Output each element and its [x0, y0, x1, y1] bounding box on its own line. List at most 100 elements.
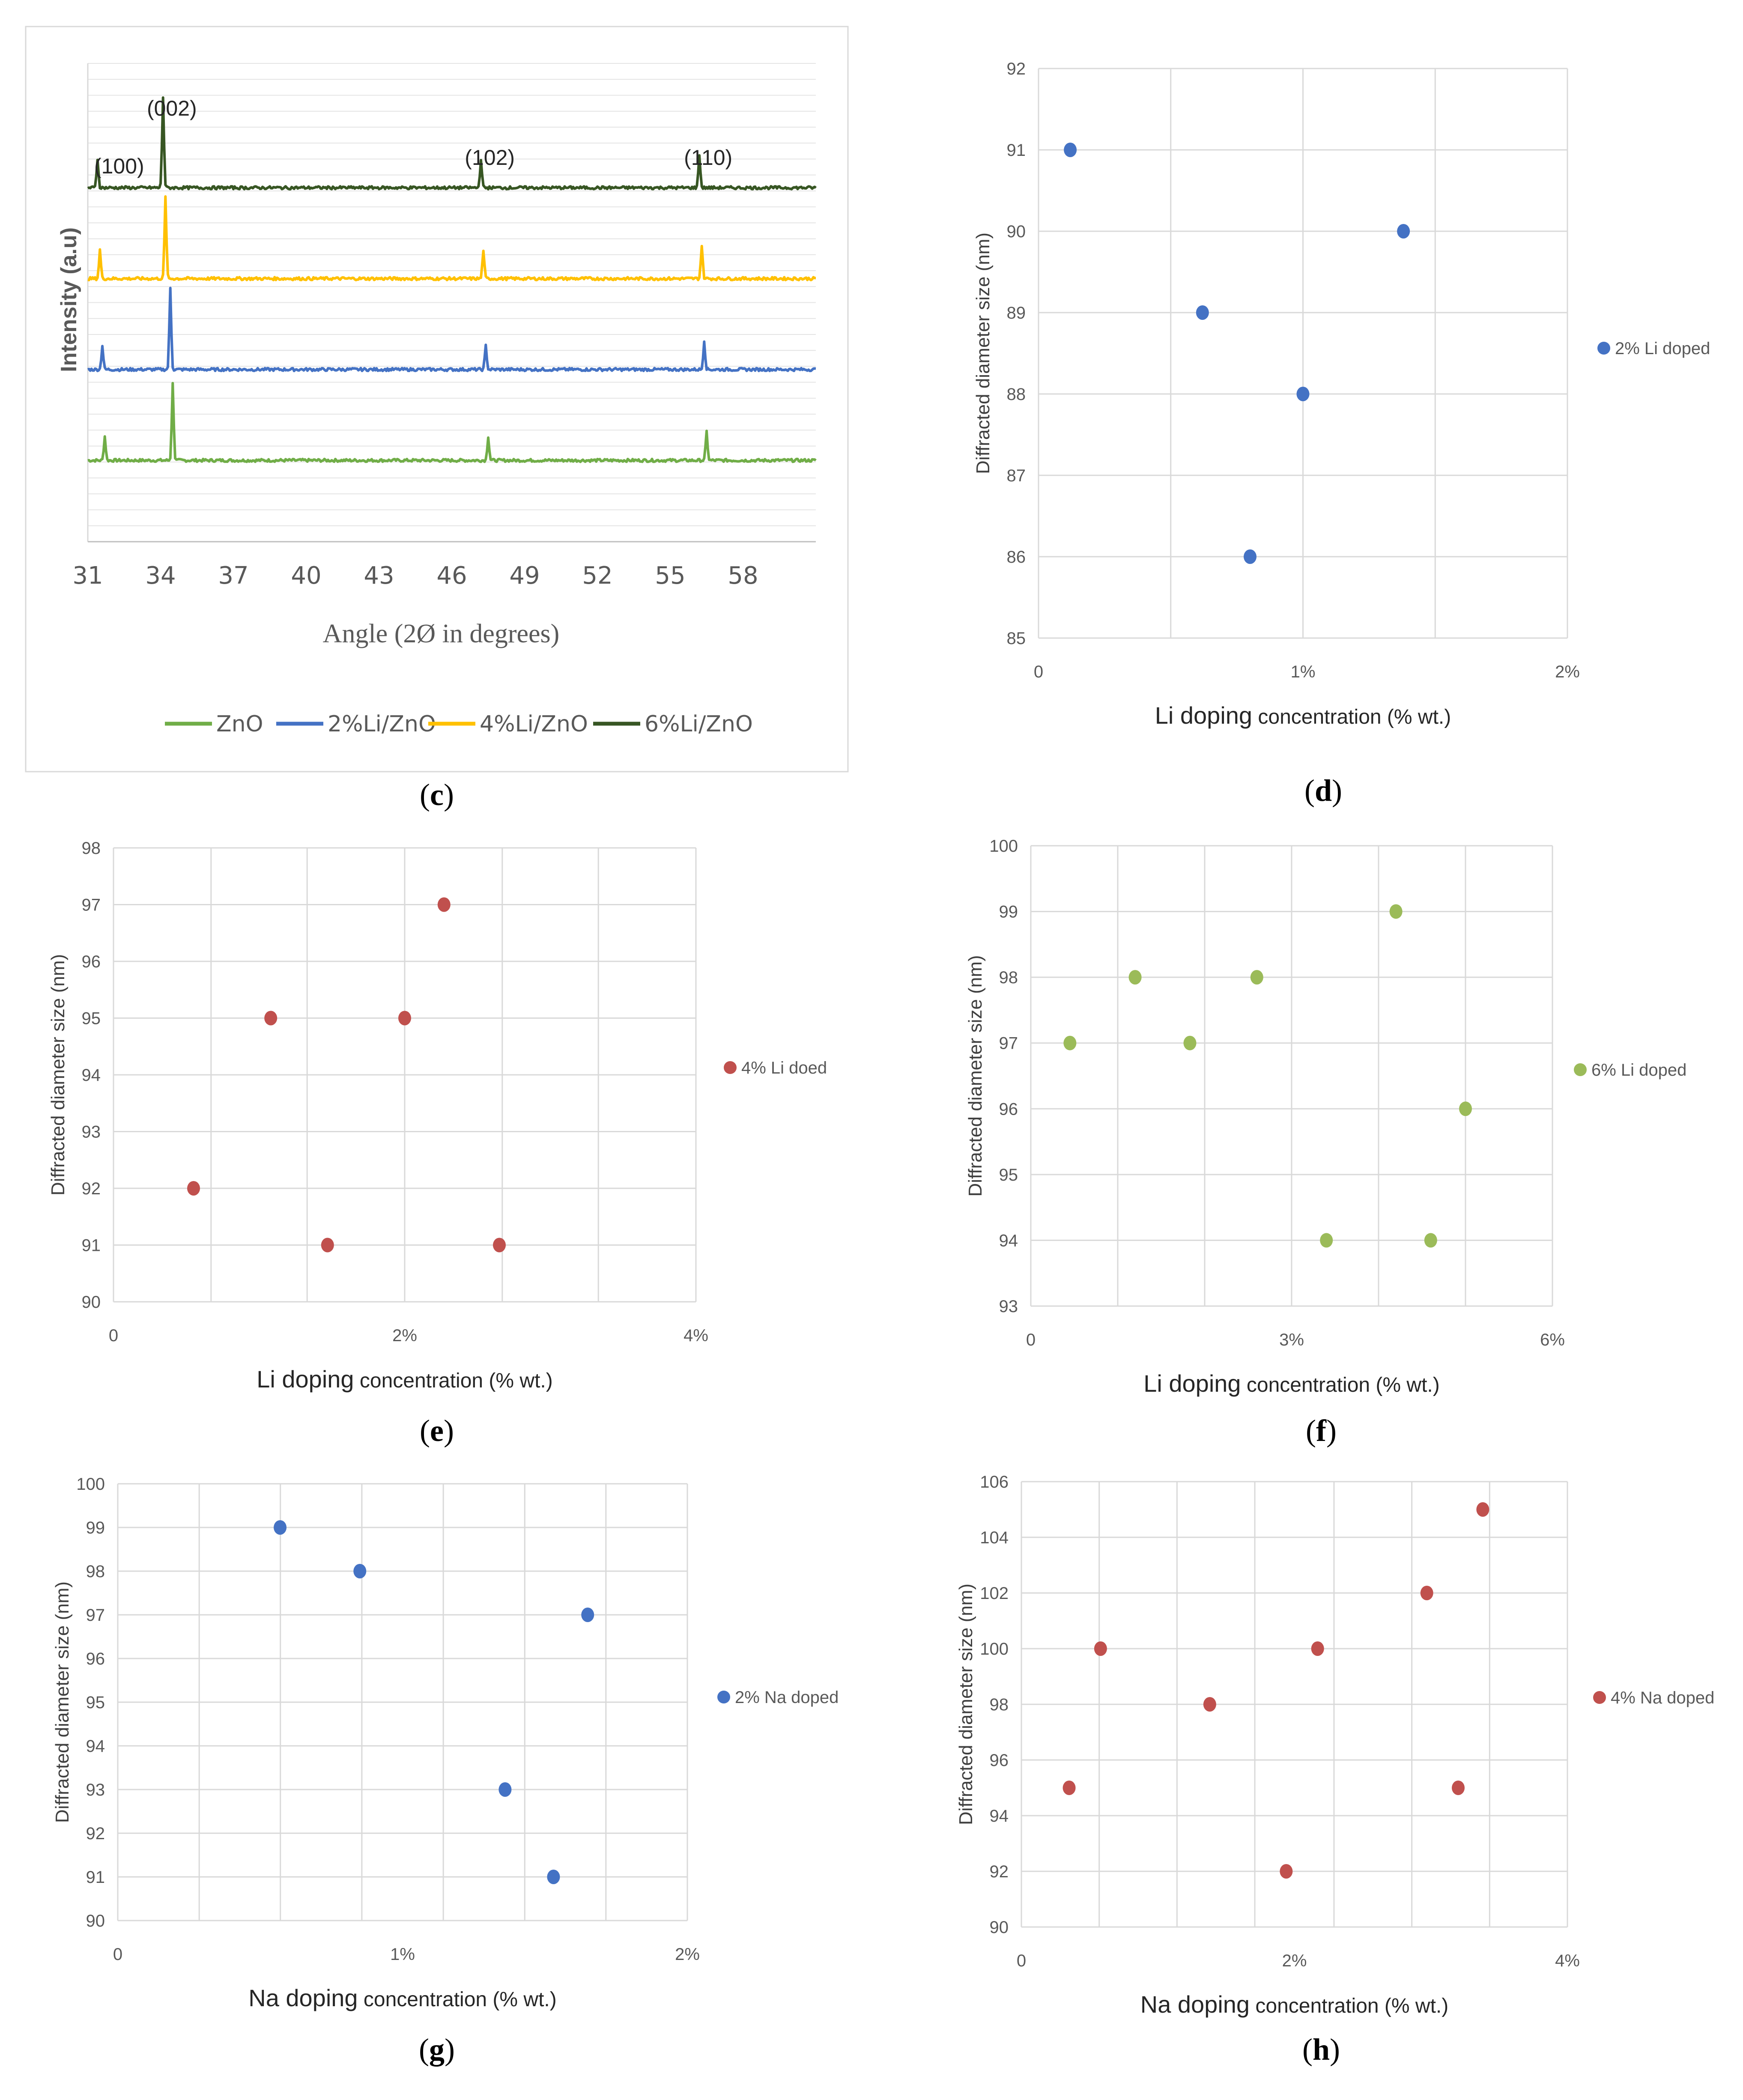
peak-label: (110): [684, 146, 732, 170]
data-point: [493, 1238, 506, 1253]
y-tick-label: 87: [1007, 466, 1026, 485]
caption-open: (: [1302, 2032, 1313, 2067]
chart-panel-c: 31 34 37 40 43 46 49 52 55 58 Angle (2Ø in degrees…: [25, 26, 849, 773]
y-tick-label: 97: [999, 1034, 1018, 1053]
data-point: [1063, 1781, 1076, 1795]
y-axis-title: Diffracted diameter size (nm): [973, 233, 994, 474]
data-point: [187, 1181, 200, 1196]
y-tick-label: 93: [999, 1297, 1018, 1316]
x-axis-title: Angle (2Ø in degrees): [323, 619, 560, 648]
y-tick-label: 92: [86, 1824, 105, 1843]
caption-close: ): [445, 2032, 455, 2067]
panel-caption: (e): [420, 1414, 454, 1448]
chart-panel-f: 93 94 95 96 97 98 99 100 0 3% 6% Diffracted diamete…: [965, 837, 1686, 1397]
data-point: [1311, 1641, 1324, 1656]
data-point: [1420, 1586, 1433, 1600]
y-tick-label: 100: [989, 837, 1018, 856]
data-point: [1094, 1641, 1107, 1656]
data-point: [264, 1011, 278, 1026]
x-axis-title-main: Na doping: [1140, 1991, 1250, 2018]
data-point: [1476, 1502, 1489, 1517]
series-line: [87, 195, 816, 281]
y-tick-label: 92: [1007, 60, 1026, 78]
y-tick-label: 102: [980, 1584, 1009, 1603]
y-tick-label: 94: [82, 1066, 101, 1085]
data-point: [274, 1520, 287, 1535]
series-line: [87, 382, 817, 463]
panel-caption: (f): [1306, 1414, 1337, 1448]
x-tick-label: 2%: [392, 1326, 417, 1345]
data-point: [353, 1564, 367, 1578]
x-tick-label: 4%: [1555, 1951, 1580, 1970]
y-tick-label: 100: [980, 1640, 1009, 1659]
caption-open: (: [1306, 1414, 1316, 1448]
y-tick-label: 93: [82, 1123, 101, 1142]
x-tick-label: 2%: [1555, 662, 1580, 681]
caption-open: (: [420, 778, 430, 812]
x-tick-label: 1%: [390, 1945, 415, 1964]
caption-letter: h: [1313, 2032, 1330, 2067]
x-axis-title-rest: concentration (% wt.): [358, 1988, 557, 2011]
legend-label: 4% Na doped: [1611, 1688, 1714, 1707]
y-tick-label: 94: [990, 1807, 1009, 1826]
data-point: [1196, 305, 1209, 320]
data-point: [1203, 1697, 1216, 1712]
data-point: [1397, 224, 1410, 239]
data-point: [1183, 1035, 1197, 1050]
y-tick-label: 91: [1007, 141, 1026, 160]
series-line: [87, 286, 816, 373]
y-tick-label: 85: [1007, 629, 1026, 648]
y-tick-label: 98: [990, 1695, 1009, 1714]
caption-open: (: [419, 2032, 429, 2067]
y-tick-label: 98: [999, 968, 1018, 987]
y-tick-label: 97: [86, 1606, 105, 1625]
chart-panel-e: 90 91 92 93 94 95 96 97 98 0 2% 4% Diffracted diamet…: [48, 839, 827, 1393]
x-axis-title: Li doping concentration (% wt.): [1143, 1370, 1440, 1397]
caption-close: ): [1326, 1414, 1337, 1448]
x-tick-label: 31: [72, 562, 103, 590]
x-axis-title-main: Li doping: [1143, 1370, 1241, 1397]
caption-letter: e: [430, 1414, 444, 1448]
x-tick-label: 4%: [683, 1326, 708, 1345]
data-point: [1459, 1101, 1472, 1116]
data-point: [1424, 1233, 1437, 1248]
data-point: [1064, 143, 1077, 157]
y-tick-label: 91: [86, 1868, 105, 1887]
legend-marker: [1597, 342, 1610, 355]
data-point: [1452, 1781, 1465, 1795]
data-point: [321, 1238, 334, 1253]
y-tick-label: 90: [1007, 222, 1026, 241]
y-tick-label: 91: [82, 1236, 101, 1255]
y-tick-label: 88: [1007, 385, 1026, 404]
x-tick-label: 1%: [1291, 662, 1316, 681]
y-tick-label: 90: [990, 1918, 1009, 1937]
legend-label: 4% Li doed: [741, 1059, 827, 1077]
chart-panel-g: 90 91 92 93 94 95 96 97 98 99 100 0 1% 2% Diffracted d…: [52, 1475, 839, 2011]
x-tick-label: 0: [1026, 1330, 1036, 1349]
legend-label: 6% Li doped: [1591, 1061, 1686, 1080]
x-axis-title-rest: concentration (% wt.): [1252, 706, 1451, 728]
x-tick-label: 2%: [675, 1945, 700, 1964]
peak-label: (102): [465, 146, 515, 170]
x-axis-title-rest: concentration (% wt.): [1250, 1995, 1448, 2017]
chart-border: [25, 26, 849, 773]
y-axis-title: Diffracted diameter size (nm): [955, 1584, 976, 1825]
x-axis-title: Na doping concentration (% wt.): [1140, 1991, 1449, 2018]
panel-caption: (d): [1304, 773, 1342, 808]
caption-letter: g: [429, 2032, 445, 2067]
x-axis-title-rest: concentration (% wt.): [1241, 1374, 1440, 1396]
series-line: [87, 96, 817, 191]
x-tick-label: 34: [145, 562, 176, 590]
x-axis-title: Na doping concentration (% wt.): [248, 1984, 557, 2011]
caption-letter: f: [1316, 1414, 1327, 1448]
x-tick-label: 52: [582, 562, 612, 590]
y-tick-label: 95: [999, 1166, 1018, 1184]
y-tick-label: 100: [76, 1475, 105, 1494]
caption-close: ): [1330, 2032, 1340, 2067]
legend-label: 2%Li/ZnO: [328, 711, 436, 737]
data-point: [1250, 970, 1263, 985]
data-point: [1063, 1035, 1077, 1050]
x-tick-label: 2%: [1282, 1951, 1307, 1970]
y-tick-label: 90: [82, 1293, 101, 1312]
